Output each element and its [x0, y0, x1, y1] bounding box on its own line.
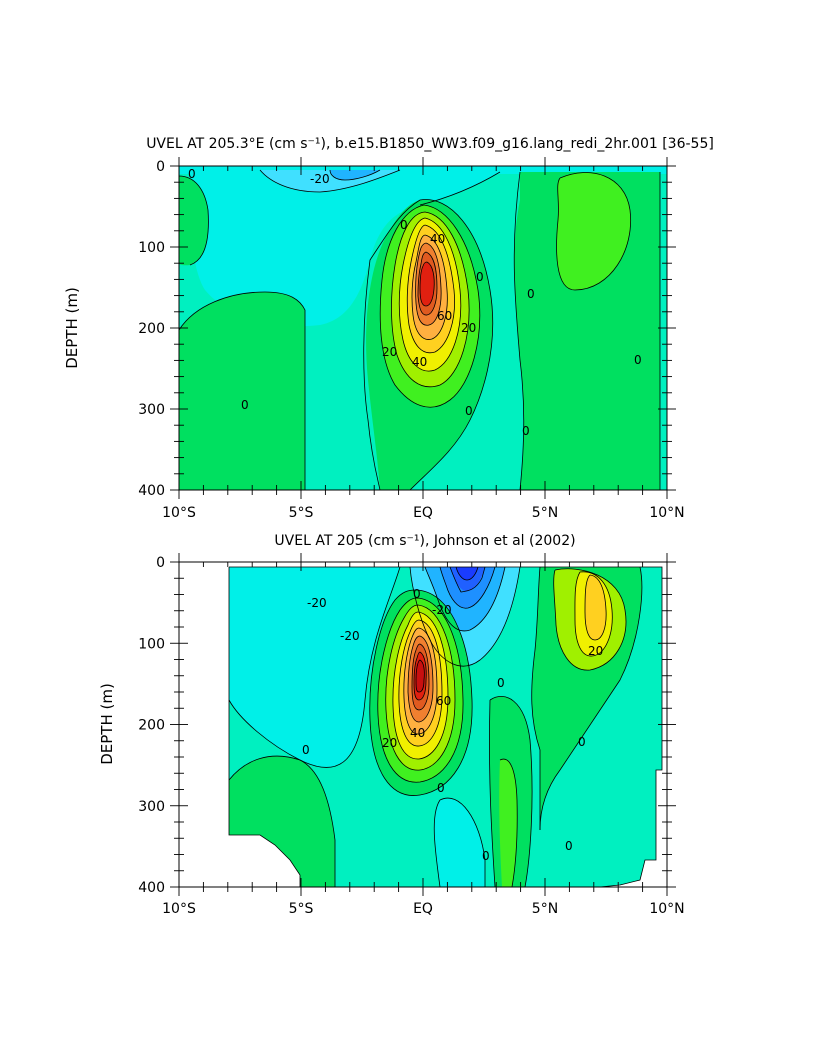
- bottom-clabel-0-low: 0: [437, 781, 445, 795]
- top-x-tick-label: 10°N: [649, 505, 684, 521]
- top-x-tick-label: 5°S: [289, 505, 314, 521]
- bottom-clabel-0-sw: 0: [302, 743, 310, 757]
- top-contour-field: [179, 166, 667, 490]
- bottom-clabel-40: 40: [410, 726, 425, 740]
- top-contour-labels: 0 -20 40 60 20 40 20 0 0 0 0 0 0 0: [188, 167, 642, 438]
- top-clabel-0-b: 0: [476, 270, 484, 284]
- top-clabel-0-sw: 0: [241, 398, 249, 412]
- bottom-panel-title: UVEL AT 205 (cm s⁻¹), Johnson et al (200…: [274, 533, 575, 549]
- top-clabel-0-f: 0: [522, 424, 530, 438]
- top-contour-lines: [178, 169, 661, 491]
- bottom-y-tick-label: 300: [138, 799, 165, 815]
- top-clabel-20b: 20: [382, 345, 397, 359]
- top-clabel-40b: 40: [412, 355, 427, 369]
- bottom-x-tick-label: 10°S: [162, 901, 196, 917]
- top-y-tick-label: 100: [138, 240, 165, 256]
- top-x-tick-label: 5°N: [532, 505, 558, 521]
- bottom-contour-lines: [228, 566, 663, 888]
- bottom-clabel-20: 20: [382, 736, 397, 750]
- bottom-clabel-minus20-a: -20: [307, 596, 327, 610]
- bottom-clabel-0-e: 0: [578, 735, 586, 749]
- top-y-tick-label: 0: [156, 159, 165, 175]
- top-westward-minus30: [330, 170, 380, 180]
- bottom-panel: UVEL AT 205 (cm s⁻¹), Johnson et al (200…: [98, 533, 685, 917]
- bottom-y-tick-label: 100: [138, 636, 165, 652]
- bottom-x-tick-label: 5°N: [532, 901, 558, 917]
- bottom-y-tick-label: 400: [138, 880, 165, 896]
- bottom-clabel-0-f: 0: [482, 849, 490, 863]
- bottom-clabel-20-right: 20: [588, 644, 603, 658]
- top-clabel-0-e: 0: [465, 404, 473, 418]
- top-euc-core: [420, 262, 435, 306]
- bottom-x-tick-label: 10°N: [649, 901, 684, 917]
- bottom-x-tick-label: 5°S: [289, 901, 314, 917]
- top-y-axis-label: DEPTH (m): [63, 287, 81, 369]
- bottom-clabel-0-top: 0: [413, 587, 421, 601]
- bottom-right-gold: [585, 575, 607, 640]
- bottom-sw-green: [229, 756, 335, 887]
- bottom-clabel-minus20-b: -20: [340, 629, 360, 643]
- bottom-green-strip-inner: [499, 759, 518, 887]
- top-clabel-0-d: 0: [634, 353, 642, 367]
- top-clabel-0-c: 0: [527, 287, 535, 301]
- bottom-y-tick-label: 200: [138, 718, 165, 734]
- bottom-x-tick-label: EQ: [413, 901, 433, 917]
- bottom-contour-labels: -20 -20 0 -20 60 40 20 0 0 20 0 0 0 0: [302, 587, 603, 863]
- top-y-tick-label: 400: [138, 483, 165, 499]
- top-clabel-minus20: -20: [310, 172, 330, 186]
- bottom-clabel-0-g: 0: [565, 839, 573, 853]
- bottom-contour-field: [229, 567, 662, 887]
- top-sw-green: [179, 292, 305, 490]
- top-clabel-0-left: 0: [188, 167, 196, 181]
- top-clabel-40a: 40: [430, 232, 445, 246]
- bottom-westward-core: [456, 567, 478, 580]
- bottom-mid-cyan-patch: [434, 798, 485, 887]
- top-panel: UVEL AT 205.3°E (cm s⁻¹), b.e15.B1850_WW…: [63, 136, 714, 521]
- top-y-tick-label: 200: [138, 321, 165, 337]
- top-west-green-strip: [179, 176, 209, 266]
- top-clabel-20a: 20: [461, 321, 476, 335]
- bottom-west-cyan: [229, 567, 400, 768]
- top-x-tick-label: 10°S: [162, 505, 196, 521]
- top-y-tick-label: 300: [138, 402, 165, 418]
- bottom-euc-core: [416, 660, 425, 692]
- top-x-tick-label: EQ: [413, 505, 433, 521]
- bottom-clabel-60: 60: [436, 694, 451, 708]
- top-clabel-0-a: 0: [400, 218, 408, 232]
- top-panel-title: UVEL AT 205.3°E (cm s⁻¹), b.e15.B1850_WW…: [146, 136, 714, 152]
- top-west-cyan: [190, 172, 500, 327]
- bottom-clabel-minus20-c: -20: [432, 603, 452, 617]
- bottom-y-axis-label: DEPTH (m): [98, 683, 116, 765]
- top-clabel-60: 60: [437, 309, 452, 323]
- bottom-clabel-0-mid: 0: [497, 676, 505, 690]
- top-right-lime: [556, 172, 631, 290]
- bottom-y-tick-label: 0: [156, 555, 165, 571]
